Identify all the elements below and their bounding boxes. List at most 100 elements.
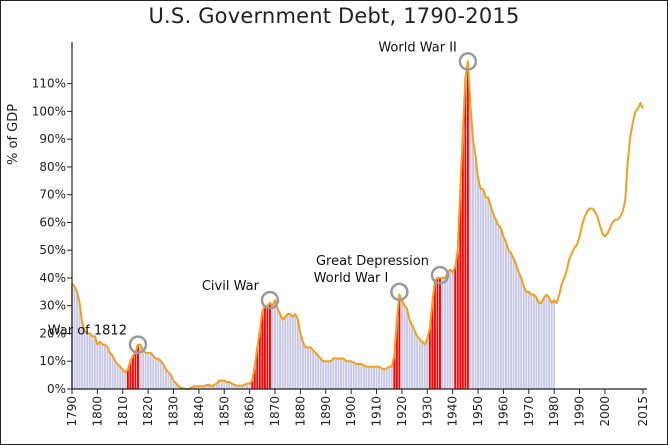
x-tick-label: 1920 (395, 396, 409, 427)
debt-bar (124, 372, 127, 389)
x-tick-label: 1880 (293, 396, 307, 427)
war-bar (395, 319, 398, 389)
debt-bar (220, 380, 223, 389)
war-bar (261, 311, 264, 389)
debt-bar (413, 330, 416, 389)
debt-bar (337, 358, 340, 389)
debt-bar (286, 314, 289, 389)
debt-bar (482, 189, 485, 389)
y-tick-label: 40% (39, 271, 66, 285)
debt-bar (530, 294, 533, 389)
war-bar (428, 327, 431, 389)
debt-bar (504, 241, 507, 389)
debt-bar (367, 366, 370, 389)
x-tick-label: 1830 (167, 396, 181, 427)
y-tick-label: 0% (47, 382, 66, 396)
debt-bar (157, 358, 160, 389)
debt-bar (479, 189, 482, 389)
debt-bar (233, 384, 236, 389)
debt-bar (121, 369, 124, 389)
debt-bar (114, 361, 117, 389)
debt-bar (281, 319, 284, 389)
debt-bar (411, 325, 414, 389)
debt-bar (142, 350, 145, 389)
debt-bar (520, 277, 523, 389)
x-tick-label: 1810 (116, 396, 130, 427)
debt-bar (83, 330, 86, 389)
y-tick-label: 60% (39, 215, 66, 229)
war-bar (433, 280, 436, 389)
x-tick-label: 1970 (522, 396, 536, 427)
debt-bar (347, 361, 350, 389)
debt-bar (383, 369, 386, 389)
y-tick-label: 10% (39, 354, 66, 368)
debt-bar (357, 364, 360, 389)
debt-bar (502, 236, 505, 389)
debt-bar (238, 385, 241, 389)
debt-bar (317, 355, 320, 389)
debt-bar (109, 352, 112, 389)
debt-bar (167, 372, 170, 389)
war-bar (258, 330, 261, 389)
war-bar (263, 305, 266, 389)
debt-bar (309, 347, 312, 389)
debt-bar (350, 361, 353, 389)
debt-bar (494, 219, 497, 389)
debt-bar (76, 291, 79, 389)
debt-bar (296, 319, 299, 389)
debt-bar (172, 380, 175, 389)
debt-bar (312, 350, 315, 389)
y-tick-label: 110% (32, 77, 66, 91)
debt-bar (223, 380, 226, 389)
debt-bar (91, 336, 94, 389)
debt-bar (294, 314, 297, 389)
war-bar (454, 266, 457, 389)
debt-bar (474, 155, 477, 389)
debt-bar (378, 366, 381, 389)
debt-bar (484, 197, 487, 389)
debt-bar (230, 383, 233, 389)
debt-bar (93, 336, 96, 389)
debt-bar (400, 300, 403, 389)
debt-bar (248, 383, 251, 389)
debt-bar (497, 225, 500, 389)
debt-bar (78, 302, 81, 389)
debt-bar (334, 358, 337, 389)
debt-bar (522, 286, 525, 389)
debt-bar (164, 369, 167, 389)
debt-bar (499, 227, 502, 389)
debt-bar (472, 139, 474, 389)
war-bar (439, 277, 441, 389)
debt-bar (444, 277, 447, 389)
x-tick-label: 1860 (243, 396, 257, 427)
debt-bar (543, 297, 545, 389)
debt-bar (177, 386, 180, 389)
debt-bar (159, 361, 162, 389)
x-tick-label: 1840 (192, 396, 206, 427)
debt-bar (104, 344, 106, 389)
debt-bar (327, 361, 330, 389)
debt-bar (403, 305, 406, 389)
debt-bar (492, 214, 495, 389)
debt-bar (469, 105, 472, 389)
x-tick-label: 1910 (370, 396, 384, 427)
debt-bar (421, 341, 424, 389)
debt-bar (360, 364, 363, 389)
debt-bar (96, 344, 99, 389)
debt-bar (375, 366, 378, 389)
war-bar (459, 189, 462, 389)
x-tick-label: 1790 (65, 396, 79, 427)
debt-bar (147, 352, 150, 389)
debt-bar (370, 366, 373, 389)
debt-bar (291, 316, 294, 389)
debt-bar (342, 358, 345, 389)
debt-bar (550, 302, 553, 389)
y-tick-label: 50% (39, 243, 66, 257)
debt-bar (487, 197, 490, 389)
x-tick-label: 1820 (141, 396, 155, 427)
war-bar (393, 355, 396, 389)
debt-bar (210, 386, 213, 389)
debt-bar (139, 344, 142, 389)
war-bar (256, 347, 259, 389)
